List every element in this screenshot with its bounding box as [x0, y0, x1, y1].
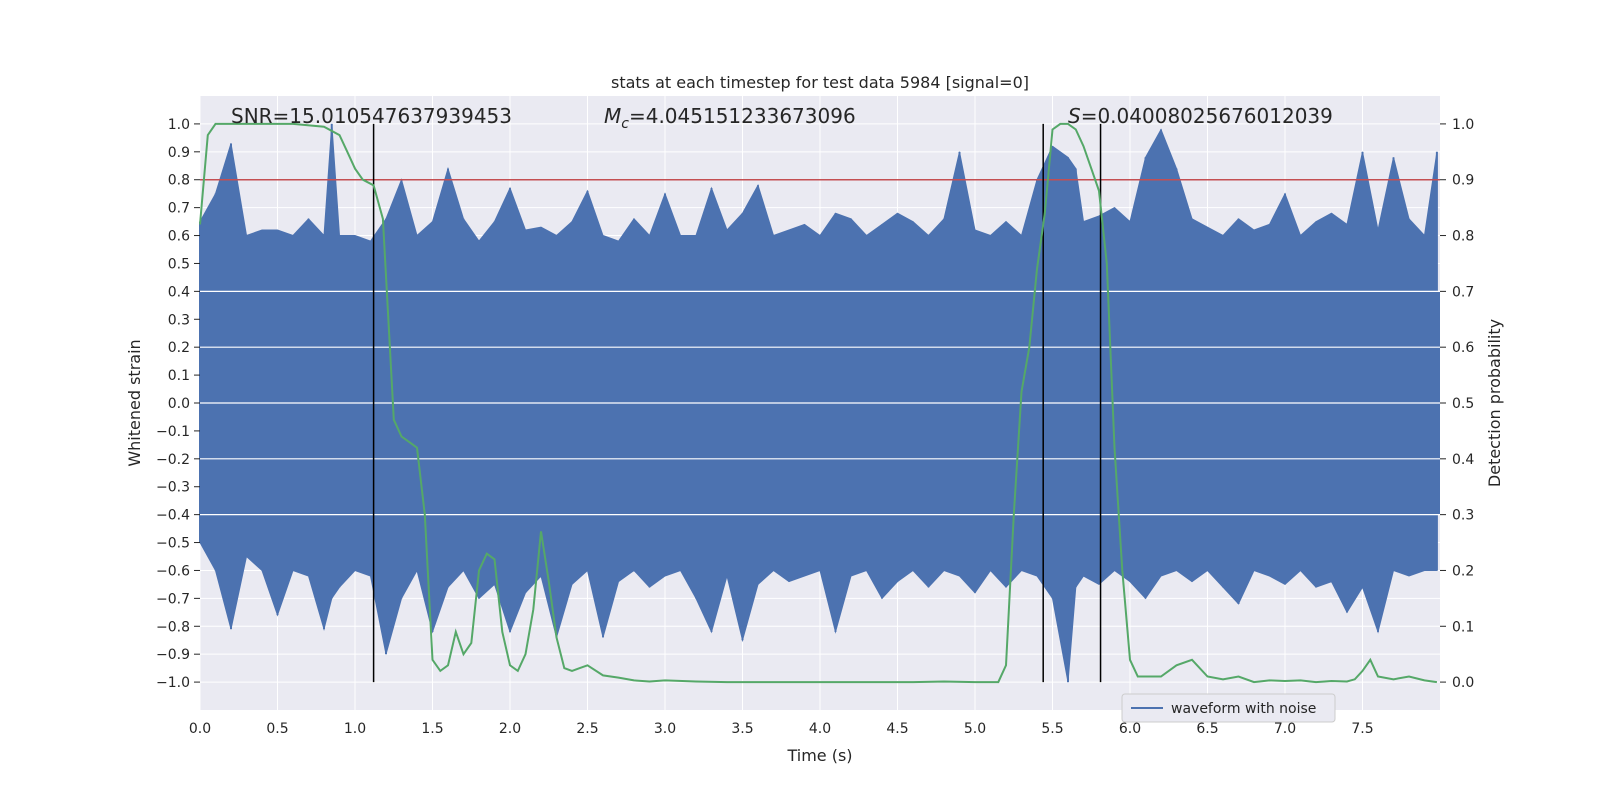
left-tick-label: −0.2 — [156, 452, 190, 468]
left-tick-label: 0.7 — [168, 201, 190, 217]
left-tick-label: 0.4 — [168, 284, 190, 300]
x-tick-label: 2.5 — [576, 721, 598, 737]
s-annotation: S=0.04008025676012039 — [1068, 104, 1333, 128]
right-axis-label: Detection probability — [1485, 319, 1504, 487]
right-axis-ticks: 0.0 0.1 0.2 0.3 0.4 0.5 0.6 0.7 0.8 0.9 1.0 — [1440, 117, 1474, 691]
s-symbol: S — [1068, 104, 1081, 128]
right-tick-label: 0.2 — [1452, 563, 1474, 579]
right-tick-label: 0.5 — [1452, 396, 1474, 412]
left-tick-label: 0.8 — [168, 173, 190, 189]
x-tick-label: 4.0 — [809, 721, 831, 737]
left-tick-label: −0.4 — [156, 508, 190, 524]
left-tick-label: −0.5 — [156, 536, 190, 552]
left-tick-label: 0.0 — [168, 396, 190, 412]
chirp-mass-symbol: M — [604, 104, 621, 128]
x-tick-label: 2.0 — [499, 721, 521, 737]
x-tick-label: 7.0 — [1274, 721, 1296, 737]
right-tick-label: 0.0 — [1452, 675, 1474, 691]
legend-box — [1121, 693, 1336, 723]
legend-label: waveform with noise — [1171, 701, 1316, 717]
left-tick-label: −0.8 — [156, 619, 190, 635]
x-tick-label: 6.5 — [1196, 721, 1218, 737]
x-tick-label: 3.5 — [731, 721, 753, 737]
left-tick-label: −0.9 — [156, 647, 190, 663]
s-value: =0.04008025676012039 — [1081, 104, 1333, 128]
x-axis-label: Time (s) — [786, 746, 852, 765]
left-tick-label: −0.7 — [156, 591, 190, 607]
snr-annotation: SNR=15.010547637939453 — [231, 104, 512, 128]
vertical-markers — [372, 123, 1102, 683]
x-tick-label: 5.5 — [1041, 721, 1063, 737]
chirp-mass-annotation: Mc=4.045151233673096 — [604, 104, 856, 132]
left-axis-ticks: −1.0 −0.9 −0.8 −0.7 −0.6 −0.5 −0.4 −0.3 −0.2 −0.1… — [156, 117, 200, 691]
waveform-series — [199, 123, 1440, 683]
detection-probability-series — [199, 122, 1438, 684]
right-tick-label: 0.1 — [1452, 619, 1474, 635]
left-tick-label: 0.3 — [168, 312, 190, 328]
x-tick-label: 7.5 — [1351, 721, 1373, 737]
right-tick-label: 0.7 — [1452, 284, 1474, 300]
chirp-mass-subscript: c — [621, 116, 629, 132]
chirp-mass-value: =4.045151233673096 — [629, 104, 856, 128]
x-axis-ticks: 0.0 0.5 1.0 1.5 2.0 2.5 3.0 3.5 4.0 4.5 5.0 5.5 6.0 6… — [189, 721, 1374, 737]
left-tick-label: 0.5 — [168, 256, 190, 272]
right-tick-label: 1.0 — [1452, 117, 1474, 133]
left-axis-label: Whitened strain — [125, 339, 144, 466]
x-tick-label: 1.5 — [421, 721, 443, 737]
right-tick-label: 0.9 — [1452, 173, 1474, 189]
x-tick-label: 0.0 — [189, 721, 211, 737]
right-tick-label: 0.6 — [1452, 340, 1474, 356]
left-tick-label: −1.0 — [156, 675, 190, 691]
right-tick-label: 0.8 — [1452, 229, 1474, 245]
left-tick-label: 0.9 — [168, 145, 190, 161]
x-tick-label: 1.0 — [344, 721, 366, 737]
chart-title: stats at each timestep for test data 598… — [611, 73, 1029, 92]
x-tick-label: 5.0 — [964, 721, 986, 737]
probability-line — [199, 122, 1438, 684]
x-tick-label: 6.0 — [1119, 721, 1141, 737]
x-tick-label: 3.0 — [654, 721, 676, 737]
left-tick-label: 0.6 — [168, 229, 190, 245]
left-tick-label: −0.1 — [156, 424, 190, 440]
left-tick-label: 0.1 — [168, 368, 190, 384]
x-tick-label: 4.5 — [886, 721, 908, 737]
left-tick-label: −0.3 — [156, 480, 190, 496]
right-tick-label: 0.3 — [1452, 508, 1474, 524]
left-tick-label: −0.6 — [156, 563, 190, 579]
right-tick-label: 0.4 — [1452, 452, 1474, 468]
left-tick-label: 0.2 — [168, 340, 190, 356]
legend: waveform with noise — [1121, 693, 1336, 723]
x-tick-label: 0.5 — [266, 721, 288, 737]
left-tick-label: 1.0 — [168, 117, 190, 133]
